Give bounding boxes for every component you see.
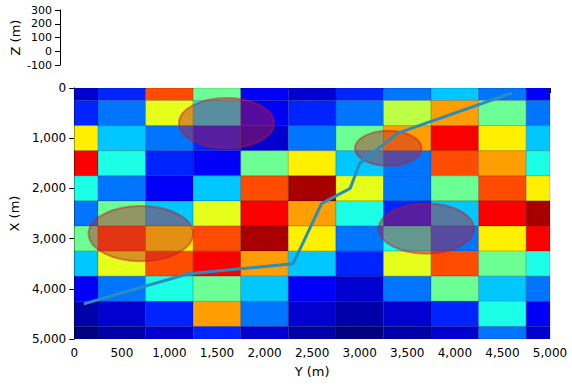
svg-text:500: 500 bbox=[110, 346, 133, 360]
svg-text:3,000: 3,000 bbox=[32, 232, 66, 246]
svg-text:200: 200 bbox=[31, 17, 52, 30]
svg-text:2,000: 2,000 bbox=[247, 346, 281, 360]
svg-text:3,000: 3,000 bbox=[343, 346, 377, 360]
svg-text:0: 0 bbox=[70, 346, 78, 360]
svg-text:Z (m): Z (m) bbox=[8, 20, 23, 56]
svg-text:1,000: 1,000 bbox=[152, 346, 186, 360]
svg-text:0: 0 bbox=[45, 45, 52, 58]
svg-text:0: 0 bbox=[59, 81, 67, 95]
svg-text:2,500: 2,500 bbox=[295, 346, 329, 360]
svg-text:1,500: 1,500 bbox=[200, 346, 234, 360]
svg-text:100: 100 bbox=[31, 31, 52, 44]
svg-text:5,000: 5,000 bbox=[533, 346, 567, 360]
svg-text:1,000: 1,000 bbox=[32, 131, 66, 145]
svg-text:-100: -100 bbox=[27, 59, 52, 72]
svg-text:X (m): X (m) bbox=[7, 196, 22, 232]
svg-text:300: 300 bbox=[31, 4, 52, 17]
svg-text:5,000: 5,000 bbox=[32, 332, 66, 346]
svg-text:Y (m): Y (m) bbox=[294, 364, 330, 379]
svg-text:4,500: 4,500 bbox=[485, 346, 519, 360]
svg-text:2,000: 2,000 bbox=[32, 181, 66, 195]
svg-text:4,000: 4,000 bbox=[438, 346, 472, 360]
svg-text:4,000: 4,000 bbox=[32, 282, 66, 296]
svg-text:3,500: 3,500 bbox=[390, 346, 424, 360]
